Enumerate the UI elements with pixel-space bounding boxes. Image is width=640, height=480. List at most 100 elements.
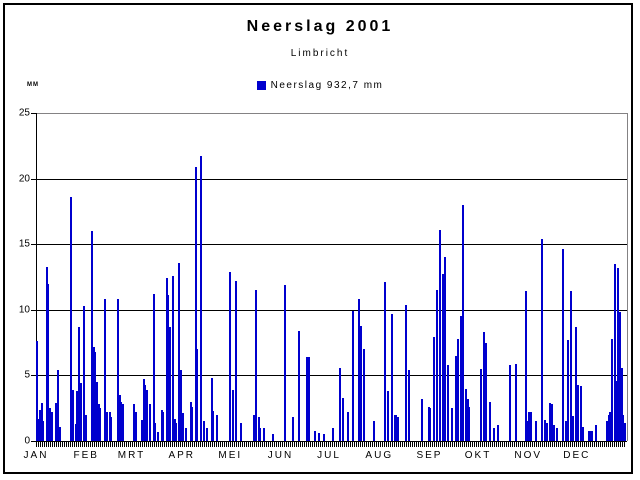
- bar-day-96: [189, 401, 192, 441]
- bar-day-278: [484, 342, 487, 441]
- bar-day-138: [257, 417, 260, 441]
- y-tick-label-15: 15: [18, 238, 30, 250]
- bar-day-159: [291, 417, 294, 441]
- legend-label: Neerslag 932,7 mm: [270, 80, 384, 91]
- bar-day-127: [240, 422, 243, 441]
- bar-day-343: [589, 430, 592, 441]
- bar-day-27: [78, 326, 81, 441]
- bar-day-81: [165, 278, 168, 441]
- bar-day-318: [549, 402, 552, 441]
- x-tick-label-okt: OKT: [464, 450, 492, 461]
- bar-day-331: [570, 291, 573, 441]
- bar-day-78: [160, 409, 163, 441]
- bar-day-220: [390, 313, 393, 441]
- bar-day-66: [141, 420, 144, 441]
- x-tick-label-jun: JUN: [267, 450, 294, 461]
- bar-day-283: [492, 427, 495, 441]
- bar-day-37: [94, 351, 97, 441]
- bar-day-8: [47, 283, 50, 441]
- bar-day-46: [108, 412, 111, 441]
- x-axis-line: [32, 441, 627, 442]
- bar-day-257: [450, 408, 453, 441]
- bar-day-356: [610, 338, 613, 441]
- bar-day-61: [133, 404, 136, 441]
- bar-day-91: [181, 413, 184, 441]
- bar-day-319: [550, 404, 553, 441]
- bar-day-338: [581, 426, 584, 441]
- bar-day-3: [39, 409, 42, 441]
- bar-day-281: [489, 401, 492, 441]
- bar-day-216: [384, 282, 387, 441]
- gridline-20: [37, 178, 627, 180]
- bar-day-47: [110, 417, 113, 441]
- x-tick-label-sep: SEP: [416, 450, 443, 461]
- bar-day-112: [215, 414, 218, 441]
- bar-day-263: [460, 316, 463, 441]
- bar-day-97: [191, 406, 194, 441]
- bar-day-335: [576, 384, 579, 441]
- plot-right-border: [627, 113, 628, 441]
- bar-day-203: [363, 349, 366, 441]
- bar-day-305: [528, 412, 531, 441]
- bar-day-332: [571, 416, 574, 441]
- x-tick-label-aug: AUG: [365, 450, 394, 461]
- bar-day-15: [58, 426, 61, 441]
- bar-day-260: [455, 355, 458, 441]
- bar-day-168: [306, 357, 309, 441]
- y-tick-25: [31, 113, 36, 114]
- bar-day-334: [575, 326, 578, 441]
- bar-day-51: [116, 299, 119, 441]
- bar-day-315: [544, 420, 547, 441]
- bar-day-261: [456, 338, 459, 441]
- bar-day-120: [228, 271, 231, 441]
- bar-day-139: [259, 427, 262, 441]
- bar-day-39: [97, 404, 100, 441]
- bar-day-99: [194, 166, 197, 441]
- bar-day-188: [338, 367, 341, 441]
- bar-day-104: [202, 421, 205, 441]
- bar-day-267: [466, 399, 469, 441]
- bar-day-264: [461, 204, 464, 441]
- bar-day-35: [91, 231, 94, 441]
- bar-day-201: [359, 325, 362, 441]
- bar-day-169: [308, 357, 311, 441]
- bar-day-4: [40, 402, 43, 441]
- bar-day-275: [479, 368, 482, 441]
- legend-swatch-icon: [256, 81, 266, 90]
- plot-top-border: [36, 113, 627, 114]
- bar-day-239: [421, 399, 424, 441]
- bar-day-297: [515, 363, 518, 441]
- bar-day-79: [162, 412, 165, 441]
- bar-day-93: [184, 427, 187, 441]
- bar-day-2: [37, 418, 40, 441]
- bar-day-26: [76, 391, 79, 441]
- y-tick-label-10: 10: [18, 304, 30, 316]
- x-tick-label-dec: DEC: [563, 450, 591, 461]
- bar-day-309: [534, 421, 537, 441]
- bar-day-28: [79, 383, 82, 441]
- bar-day-316: [546, 422, 549, 441]
- bar-day-76: [157, 431, 160, 441]
- bar-day-353: [605, 421, 608, 441]
- bar-day-9: [48, 408, 51, 441]
- x-axis-day-ticks: [36, 442, 625, 447]
- bar-day-175: [317, 433, 320, 441]
- bar-day-326: [562, 249, 565, 441]
- bar-day-268: [468, 406, 471, 441]
- bar-day-89: [178, 262, 181, 441]
- x-tick-label-apr: APR: [168, 450, 195, 461]
- bar-day-40: [99, 408, 102, 441]
- bar-day-277: [482, 332, 485, 441]
- gridline-5: [37, 375, 627, 377]
- bar-day-14: [57, 370, 60, 441]
- chart-subtitle: Limbricht: [290, 48, 350, 59]
- x-tick-label-mei: MEI: [218, 450, 243, 461]
- bar-day-248: [435, 290, 438, 441]
- bar-day-222: [393, 414, 396, 441]
- bar-day-74: [154, 422, 157, 441]
- bar-day-82: [167, 295, 170, 441]
- bar-day-246: [432, 337, 435, 441]
- bar-day-362: [620, 367, 623, 441]
- bar-day-266: [465, 388, 468, 441]
